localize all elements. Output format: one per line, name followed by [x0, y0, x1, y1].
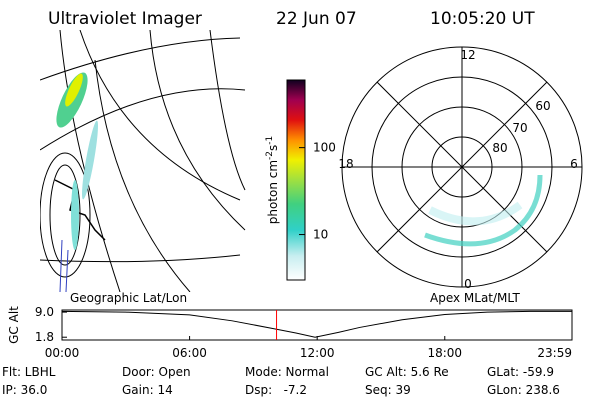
- title: Ultraviolet Imager: [48, 9, 202, 29]
- polar-plot: [341, 46, 583, 288]
- polar-label: Apex MLat/MLT: [430, 291, 520, 305]
- x-tick-label: 23:59: [537, 346, 572, 360]
- x-tick-label: 00:00: [45, 346, 80, 360]
- cb-unit: s: [266, 145, 280, 151]
- mlt-label: 18: [338, 157, 353, 171]
- info-field: GLat: -59.9: [487, 365, 554, 379]
- date: 22 Jun 07: [276, 9, 357, 29]
- altitude-line: [61, 310, 572, 338]
- info-field: Seq: 39: [365, 383, 411, 397]
- info-field: Gain: 14: [122, 383, 173, 397]
- lat-label: 60: [535, 99, 550, 113]
- mlt-label: 12: [460, 48, 475, 62]
- mlt-label: 6: [570, 157, 578, 171]
- cb-unit: photon cm: [266, 160, 280, 224]
- x-tick-label: 18:00: [427, 346, 462, 360]
- colorbar: [286, 79, 306, 281]
- lat-label: 70: [512, 121, 527, 135]
- colorbar-tick-label: 100: [313, 141, 336, 155]
- colorbar-tick-label: 10: [313, 228, 328, 242]
- y-tick-label: 9.0: [35, 305, 54, 319]
- altitude-frame: [61, 309, 573, 341]
- lat-label: 80: [492, 141, 507, 155]
- info-field: Dsp: -7.2: [245, 383, 307, 397]
- x-tick-label: 06:00: [172, 346, 207, 360]
- info-field: GC Alt: 5.6 Re: [365, 365, 449, 379]
- info-field: Mode: Normal: [245, 365, 329, 379]
- x-tick-label: 12:00: [300, 346, 335, 360]
- info-field: GLon: 238.6: [487, 383, 560, 397]
- colorbar-label: photon cm-2s-1: [265, 136, 280, 225]
- map: [40, 30, 246, 292]
- cb-exp: -2: [265, 151, 275, 160]
- y-tick-label: 1.8: [35, 330, 54, 344]
- info-field: Flt: LBHL: [2, 365, 56, 379]
- info-field: Door: Open: [122, 365, 191, 379]
- cb-exp: -1: [265, 136, 275, 145]
- y-axis-label: GC Alt: [7, 306, 21, 344]
- info-field: IP: 36.0: [2, 383, 47, 397]
- map-label: Geographic Lat/Lon: [70, 291, 187, 305]
- time: 10:05:20 UT: [430, 9, 535, 29]
- mlt-label: 0: [464, 277, 472, 291]
